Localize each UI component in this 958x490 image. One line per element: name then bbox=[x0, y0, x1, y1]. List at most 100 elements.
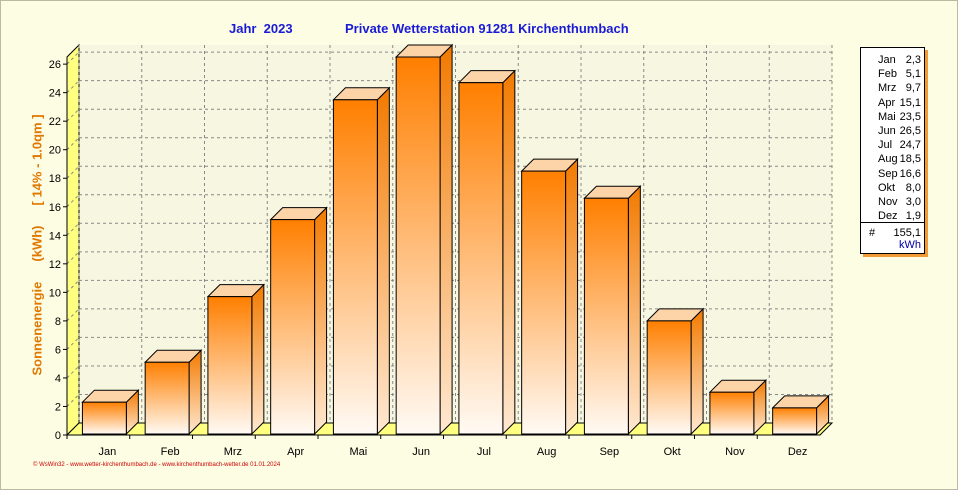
bar bbox=[144, 361, 190, 435]
legend-row: Feb 5,1 bbox=[861, 68, 924, 82]
legend-row: Jul 24,7 bbox=[861, 139, 924, 153]
legend-month: Aug bbox=[878, 153, 898, 166]
y-tick-label: 24 bbox=[49, 88, 61, 100]
legend-month: Okt bbox=[878, 181, 896, 194]
bar-side bbox=[376, 86, 390, 436]
bar bbox=[521, 170, 567, 435]
x-tick-label: Mai bbox=[350, 446, 368, 458]
legend-month: Sep bbox=[878, 167, 898, 180]
legend-month: Feb bbox=[878, 68, 897, 81]
y-tick-label: 14 bbox=[49, 230, 61, 242]
footer-credits: © WsWin32 - www.wetter-kirchenthumbach.d… bbox=[33, 462, 281, 468]
bar-side bbox=[439, 43, 453, 436]
y-tick-label: 26 bbox=[49, 59, 61, 71]
bar-side bbox=[314, 206, 328, 436]
y-tick-label: 18 bbox=[49, 173, 61, 185]
x-tick-label: Nov bbox=[725, 446, 745, 458]
grid-line-diagonal bbox=[66, 194, 80, 208]
x-tick-label: Sep bbox=[600, 446, 620, 458]
grid-line-diagonal bbox=[66, 280, 80, 293]
legend-total-value: 155,1 bbox=[893, 227, 921, 239]
legend-value: 15,1 bbox=[899, 96, 921, 109]
bar-side bbox=[502, 69, 516, 436]
bar bbox=[395, 56, 441, 435]
y-tick-label: 6 bbox=[55, 344, 61, 356]
legend-row: Okt 8,0 bbox=[861, 182, 924, 196]
legend-month: Dez bbox=[878, 210, 898, 223]
y-tick-label: 12 bbox=[49, 259, 61, 271]
grid-line-diagonal bbox=[66, 308, 80, 322]
bar-side bbox=[251, 283, 265, 436]
grid-line-diagonal bbox=[66, 222, 80, 236]
legend-total-symbol: # bbox=[869, 227, 876, 239]
bar bbox=[207, 296, 253, 435]
bar-side bbox=[627, 185, 641, 436]
legend-value: 5,1 bbox=[905, 68, 921, 81]
legend-value: 2,3 bbox=[905, 54, 921, 66]
grid-line-diagonal bbox=[66, 251, 80, 265]
legend-month: Nov bbox=[878, 196, 898, 208]
bar bbox=[583, 197, 629, 435]
legend-value: 9,7 bbox=[905, 82, 921, 95]
legend-value: 3,0 bbox=[905, 196, 921, 208]
legend-row: Nov 3,0 bbox=[861, 196, 924, 210]
legend-month: Jun bbox=[878, 125, 896, 137]
grid-line-diagonal bbox=[66, 108, 80, 122]
x-tick-label: Feb bbox=[161, 446, 180, 458]
legend-value: 24,7 bbox=[899, 139, 921, 152]
y-tick-label: 16 bbox=[49, 202, 61, 214]
bar bbox=[709, 391, 755, 435]
bar bbox=[772, 407, 818, 435]
y-tick-label: 0 bbox=[55, 430, 61, 442]
legend-row: Dez 1,9 bbox=[861, 210, 924, 224]
x-tick-label: Apr bbox=[287, 446, 304, 458]
legend-value: 16,6 bbox=[899, 167, 921, 180]
y-tick-label: 22 bbox=[49, 116, 61, 128]
x-tick-label: Okt bbox=[664, 446, 681, 458]
x-tick-label: Aug bbox=[537, 446, 557, 458]
legend-value: 18,5 bbox=[899, 153, 921, 166]
x-tick-label: Mrz bbox=[224, 446, 242, 458]
x-tick-label: Jun bbox=[412, 446, 430, 458]
legend-value: 8,0 bbox=[905, 181, 921, 194]
legend-row: Sep 16,6 bbox=[861, 168, 924, 182]
grid-line-diagonal bbox=[66, 165, 80, 179]
y-tick-label: 4 bbox=[55, 373, 61, 385]
legend-row: Jan 2,3 bbox=[861, 54, 924, 68]
grid-line-diagonal bbox=[66, 80, 80, 94]
bar bbox=[458, 82, 504, 435]
y-tick-label: 2 bbox=[55, 401, 61, 413]
legend-row: Apr 15,1 bbox=[861, 97, 924, 111]
bar-side bbox=[690, 307, 704, 436]
legend-box: Jan 2,3 Feb 5,1 Mrz 9,7 Apr 15,1 Mai 23,5 Jun 26,5 J… bbox=[860, 47, 925, 254]
legend-month: Jul bbox=[878, 139, 893, 152]
x-tick-label: Jul bbox=[477, 446, 491, 458]
y-tick-label: 10 bbox=[49, 287, 61, 299]
bar bbox=[270, 219, 316, 435]
y-tick-label: 20 bbox=[49, 145, 61, 157]
bar-side bbox=[565, 157, 579, 436]
legend-value: 23,5 bbox=[899, 110, 921, 123]
bar bbox=[646, 320, 692, 435]
grid-line-diagonal bbox=[66, 51, 80, 65]
x-tick-label: Dez bbox=[788, 446, 808, 458]
chart-year-title: Jahr 2023 bbox=[229, 21, 293, 36]
grid-line-diagonal bbox=[66, 394, 80, 407]
legend-month: Apr bbox=[878, 96, 896, 109]
legend-month: Mrz bbox=[878, 82, 897, 95]
legend-row: Mai 23,5 bbox=[861, 111, 924, 125]
y-tick-label: 8 bbox=[55, 316, 61, 328]
legend-row: Mrz 9,7 bbox=[861, 82, 924, 96]
bar-side bbox=[188, 349, 202, 436]
legend-value: 26,5 bbox=[899, 125, 921, 137]
chart-station-title: Private Wetterstation 91281 Kirchenthumb… bbox=[345, 21, 629, 36]
grid-line-diagonal bbox=[66, 365, 80, 379]
bar bbox=[332, 99, 378, 435]
legend-total-unit: kWh bbox=[899, 239, 921, 251]
legend-row: Jun 26,5 bbox=[861, 125, 924, 139]
x-tick-label: Jan bbox=[99, 446, 117, 458]
legend-month: Mai bbox=[878, 110, 896, 123]
grid-line-diagonal bbox=[66, 337, 80, 350]
legend-value: 1,9 bbox=[905, 210, 921, 223]
